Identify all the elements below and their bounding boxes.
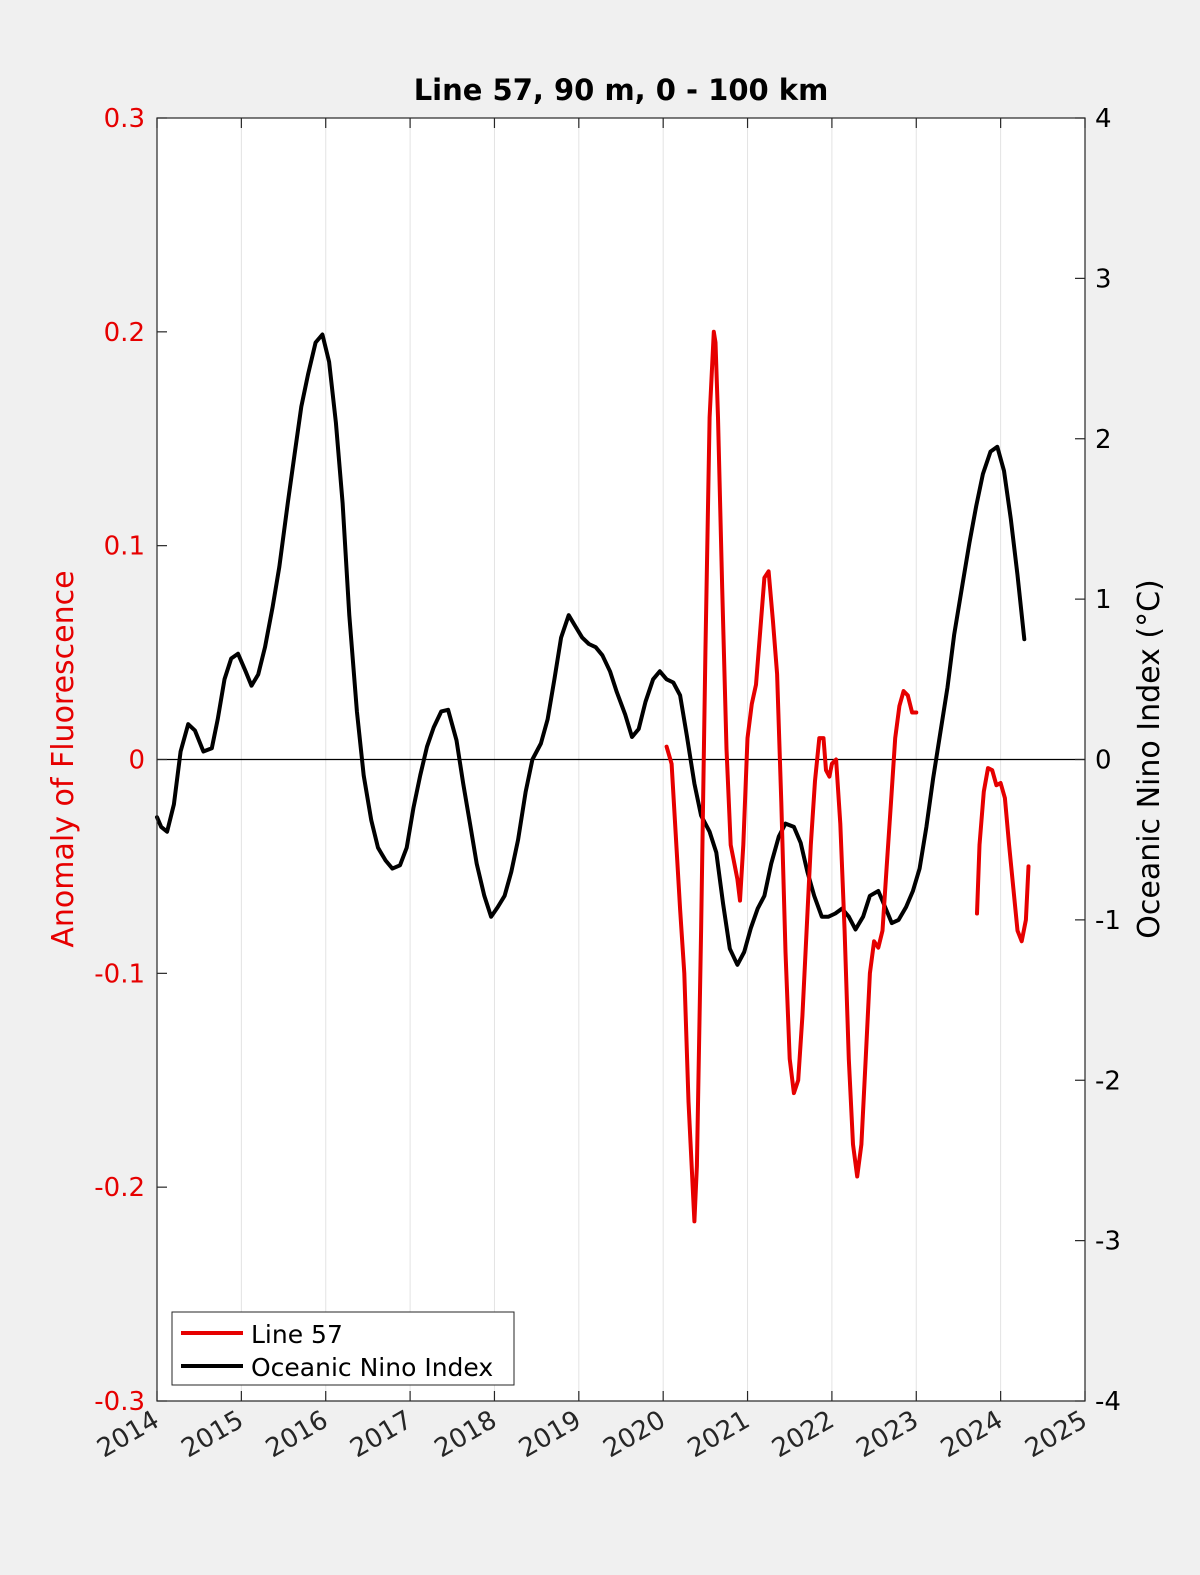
legend-label-line57: Line 57: [251, 1320, 343, 1349]
y-left-tick-label: -0.3: [94, 1387, 145, 1417]
y-left-tick-label: 0: [128, 746, 145, 776]
legend: Line 57 Oceanic Nino Index: [171, 1311, 515, 1386]
y-right-tick-label: -3: [1095, 1227, 1121, 1257]
y-right-tick-label: -4: [1095, 1387, 1121, 1417]
series-line57-line: [664, 329, 919, 1224]
legend-label-oni: Oceanic Nino Index: [251, 1353, 493, 1382]
y-left-tick-label: 0.3: [104, 104, 145, 134]
y-right-tick-label: -1: [1095, 906, 1121, 936]
y-right-tick-label: 1: [1095, 585, 1112, 615]
series-oni-line: [155, 332, 1027, 967]
y-left-tick-label: 0.1: [104, 532, 145, 562]
y-left-tick-label: 0.2: [104, 318, 145, 348]
chart-title: Line 57, 90 m, 0 - 100 km: [414, 73, 829, 107]
y-axis-left: -0.3 -0.2 -0.1 0 0.1 0.2 0.3: [94, 104, 167, 1417]
y-right-tick-label: 3: [1095, 264, 1112, 294]
series-line57-line: [975, 766, 1031, 944]
y-right-tick-label: 4: [1095, 104, 1112, 134]
y-right-tick-label: -2: [1095, 1066, 1121, 1096]
y-axis-right-label: Oceanic Nino Index (°C): [1132, 579, 1167, 939]
y-axis-right: -4 -3 -2 -1 0 1 2 3 4: [1075, 104, 1121, 1417]
y-right-tick-label: 2: [1095, 425, 1112, 455]
y-left-tick-label: -0.2: [94, 1173, 145, 1203]
y-right-tick-label: 0: [1095, 746, 1112, 776]
legend-box: [171, 1311, 515, 1386]
y-left-tick-label: -0.1: [94, 959, 145, 989]
y-axis-left-label: Anomaly of Fluorescence: [46, 570, 81, 947]
series-group: [155, 329, 1031, 1224]
